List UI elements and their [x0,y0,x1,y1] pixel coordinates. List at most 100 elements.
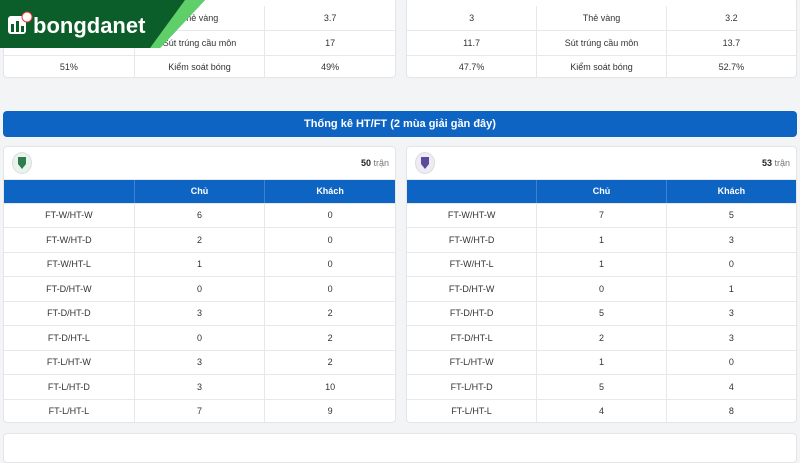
away-value: 2 [264,350,395,375]
column-header [407,180,538,204]
stat-label: Kiểm soát bóng [536,55,667,77]
away-value: 0 [666,252,796,277]
result-label: FT-D/HT-W [407,276,538,302]
table-row: FT-D/HT-L 2 3 [407,325,796,351]
away-value: 0 [264,276,395,302]
table-row: FT-L/HT-W 3 2 [4,350,395,375]
away-value: 0 [264,227,395,253]
away-value: 0 [264,252,395,277]
home-value: 7 [536,203,667,228]
table-row: FT-L/HT-W 1 0 [407,350,796,375]
stat-row: 47.7% Kiểm soát bóng 52.7% [407,55,796,77]
table-row: FT-W/HT-L 1 0 [407,252,796,277]
stat-label: Kiểm soát bóng [134,55,266,77]
htft-team-away: 53 trận Chủ Khách FT-W/HT-W 7 5 FT-W/HT-D 1 3 FT… [406,146,797,423]
away-value: 2 [264,301,395,326]
stat-label: Thẻ vàng [536,6,667,31]
home-value: 7 [134,399,266,422]
result-label: FT-W/HT-W [4,203,135,228]
team-crest-icon [12,152,32,174]
match-count: 50 trận [360,158,389,168]
stat-row: 3 Thẻ vàng 3.2 [407,6,796,31]
home-value: 0 [536,276,667,302]
stat-away: 3.7 [264,6,395,31]
stat-home: 3 [407,6,538,31]
stat-home: 47.7% [407,55,538,77]
home-value: 3 [134,350,266,375]
result-label: FT-D/HT-D [407,301,538,326]
stat-away: 17 [264,30,395,56]
stat-label: Sút trúng cầu môn [536,30,667,56]
result-label: FT-D/HT-W [4,276,135,302]
result-label: FT-W/HT-L [4,252,135,277]
home-value: 0 [134,325,266,351]
table-row: FT-L/HT-L 4 8 [407,399,796,422]
stat-home: 11.7 [407,30,538,56]
table-row: FT-L/HT-D 5 4 [407,374,796,400]
table-row: FT-W/HT-D 2 0 [4,227,395,253]
table-row: FT-D/HT-W 0 1 [407,276,796,302]
away-value: 2 [264,325,395,351]
column-header [4,180,135,204]
result-label: FT-L/HT-L [4,399,135,422]
table-row: FT-D/HT-D 5 3 [407,301,796,326]
result-label: FT-L/HT-D [407,374,538,400]
result-label: FT-D/HT-D [4,301,135,326]
home-value: 2 [536,325,667,351]
match-count: 53 trận [761,158,790,168]
table-row: FT-D/HT-D 3 2 [4,301,395,326]
table-row: FT-L/HT-D 3 10 [4,374,395,400]
table-row: FT-W/HT-W 7 5 [407,203,796,228]
home-value: 5 [536,374,667,400]
htft-team-home: 50 trận Chủ Khách FT-W/HT-W 6 0 FT-W/HT-D 2 0 FT… [3,146,396,423]
home-value: 1 [536,227,667,253]
result-label: FT-D/HT-L [407,325,538,351]
result-label: FT-L/HT-D [4,374,135,400]
result-label: FT-W/HT-D [407,227,538,253]
away-value: 5 [666,203,796,228]
top-stats-right: 3 Thẻ vàng 3.2 11.7 Sút trúng cầu môn 13.7 47.… [406,0,797,78]
away-value: 4 [666,374,796,400]
result-label: FT-W/HT-L [407,252,538,277]
column-header: Chủ [536,180,667,204]
away-value: 0 [666,350,796,375]
htft-banner: Thống kê HT/FT (2 mùa giải gần đây) [3,111,797,137]
result-label: FT-L/HT-L [407,399,538,422]
result-label: FT-L/HT-W [4,350,135,375]
home-value: 0 [134,276,266,302]
stat-away: 13.7 [666,30,796,56]
table-row: FT-D/HT-W 0 0 [4,276,395,302]
result-label: FT-W/HT-D [4,227,135,253]
away-value: 3 [666,227,796,253]
table-row: FT-D/HT-L 0 2 [4,325,395,351]
away-value: 9 [264,399,395,422]
result-label: FT-W/HT-W [407,203,538,228]
home-value: 1 [536,252,667,277]
table-row: FT-L/HT-L 7 9 [4,399,395,422]
away-value: 8 [666,399,796,422]
home-value: 1 [536,350,667,375]
home-value: 3 [134,374,266,400]
stat-away: 52.7% [666,55,796,77]
bongdanet-logo[interactable]: bongdanet [0,0,210,48]
home-value: 3 [134,301,266,326]
away-value: 10 [264,374,395,400]
away-value: 3 [666,325,796,351]
column-header: Chủ [134,180,266,204]
team-crest-icon [415,152,435,174]
away-value: 3 [666,301,796,326]
home-value: 6 [134,203,266,228]
column-header: Khách [666,180,796,204]
stat-home: 51% [4,55,135,77]
home-value: 2 [134,227,266,253]
home-value: 4 [536,399,667,422]
stat-row: 51% Kiểm soát bóng 49% [4,55,395,77]
away-value: 1 [666,276,796,302]
svg-text:bongdanet: bongdanet [33,13,146,38]
htft-title: Thống kê HT/FT (2 mùa giải gần đây) [304,118,496,130]
next-section [3,433,797,463]
home-value: 5 [536,301,667,326]
column-header: Khách [264,180,395,204]
stat-away: 49% [264,55,395,77]
result-label: FT-D/HT-L [4,325,135,351]
